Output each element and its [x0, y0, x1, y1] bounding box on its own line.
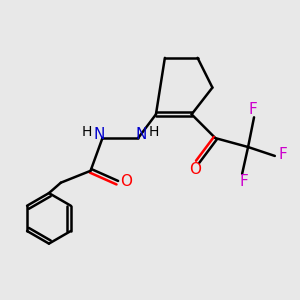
Text: N: N	[136, 127, 147, 142]
Text: F: F	[248, 102, 257, 117]
Text: F: F	[239, 174, 248, 189]
Text: H: H	[148, 124, 159, 139]
Text: O: O	[189, 162, 201, 177]
Text: H: H	[82, 124, 92, 139]
Text: N: N	[93, 127, 105, 142]
Text: O: O	[120, 174, 132, 189]
Text: F: F	[279, 147, 287, 162]
